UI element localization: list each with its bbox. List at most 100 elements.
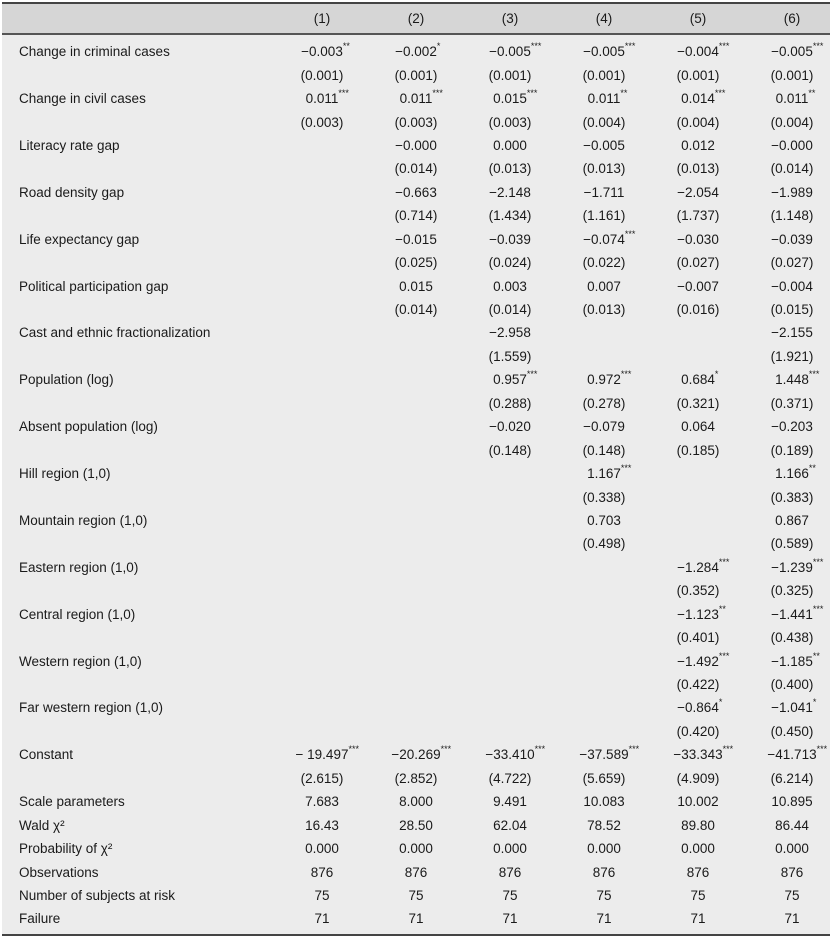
coefficient-value: −0.005	[583, 137, 625, 153]
significance-stars: ***	[526, 369, 538, 380]
coefficient-value: 1.167	[587, 466, 621, 482]
coefficient-cell: −0.020	[463, 415, 557, 438]
coefficient-cell: 0.064	[651, 415, 745, 438]
statistic-value: 876	[686, 864, 710, 880]
standard-error-cell	[463, 626, 557, 649]
significance-stars: **	[812, 650, 820, 661]
regression-table: (1) (2) (3) (4) (5) (6) Change in criminal ca…	[2, 4, 830, 931]
coefficient-cell	[369, 556, 463, 579]
column-header: (6)	[783, 11, 801, 26]
statistic-row: Observations 876 876 876 876 876 876	[2, 860, 830, 883]
statistic-value: 71	[314, 911, 330, 927]
coefficient-cell: −0.005	[557, 134, 651, 157]
standard-error-cell	[275, 532, 369, 555]
standard-error-row: (0.288) (0.278) (0.321) (0.371)	[2, 392, 830, 415]
significance-stars: ***	[718, 41, 730, 52]
variable-label: Change in civil cases	[19, 91, 146, 107]
header-blank	[2, 4, 275, 34]
standard-error-cell: (0.450)	[770, 723, 814, 739]
significance-stars: ***	[722, 744, 734, 755]
coefficient-value: −1.989	[771, 184, 813, 200]
coefficient-value: 0.684	[681, 372, 715, 388]
variable-label: Hill region (1,0)	[19, 466, 111, 482]
statistic-value: 0.000	[587, 841, 621, 857]
coefficient-value: 0.000	[493, 137, 527, 153]
coefficient-cell: −1.711	[557, 181, 651, 204]
standard-error-cell	[651, 485, 745, 508]
significance-stars: **	[620, 88, 628, 99]
coefficient-value: −1.123	[677, 606, 719, 622]
standard-error-row: (0.352) (0.325)	[2, 579, 830, 602]
coefficient-cell	[275, 368, 369, 391]
statistic-value: 876	[780, 864, 804, 880]
coefficient-cell	[275, 274, 369, 297]
coefficient-value: −1.041	[771, 700, 813, 716]
standard-error-cell	[275, 251, 369, 274]
coefficient-cell: −1.185 **	[745, 649, 830, 672]
statistic-label: Scale parameters	[19, 794, 125, 810]
coefficient-value: −0.003	[301, 44, 343, 60]
standard-error-cell	[275, 345, 369, 368]
standard-error-cell	[463, 720, 557, 743]
standard-error-cell: (0.001)	[770, 67, 814, 83]
standard-error-cell: (0.016)	[676, 302, 720, 318]
statistic-value: 75	[690, 887, 706, 903]
column-header: (1)	[313, 11, 331, 26]
significance-stars: ***	[718, 556, 730, 567]
coefficient-cell	[557, 603, 651, 626]
coefficient-cell: 0.867	[745, 509, 830, 532]
standard-error-cell	[369, 392, 463, 415]
coefficient-cell: 0.703	[557, 509, 651, 532]
coefficient-cell: −2.148	[463, 181, 557, 204]
coefficient-cell	[275, 649, 369, 672]
coefficient-value: −2.155	[771, 325, 813, 341]
significance-stars: ***	[718, 650, 730, 661]
coefficient-value: 0.014	[681, 91, 715, 107]
variable-label: Constant	[19, 747, 74, 763]
standard-error-cell	[651, 345, 745, 368]
coefficient-cell	[369, 462, 463, 485]
standard-error-cell: (0.027)	[770, 255, 814, 271]
coefficient-cell: 0.000	[463, 134, 557, 157]
column-header: (5)	[689, 11, 707, 26]
standard-error-cell: (0.003)	[300, 114, 344, 130]
statistic-row: Number of subjects at risk 75 75 75 75 75 75	[2, 884, 830, 907]
coefficient-value: −0.074	[583, 231, 625, 247]
statistic-value: 0.000	[775, 841, 809, 857]
coefficient-cell: −0.007	[651, 274, 745, 297]
coefficient-value: 0.015	[399, 278, 433, 294]
standard-error-row: (0.003) (0.003) (0.003) (0.004) (0.004) (0.00…	[2, 110, 830, 133]
coefficient-value: −0.039	[771, 231, 813, 247]
standard-error-cell	[557, 579, 651, 602]
coefficient-cell: 1.167 ***	[557, 462, 651, 485]
significance-stars: ***	[812, 41, 824, 52]
coefficient-row: Change in civil cases 0.011 *** 0.011 *** 0.0…	[2, 87, 830, 110]
variable-label: Road density gap	[19, 184, 125, 200]
coefficient-row: Literacy rate gap −0.000 0.000 −0.005 0.012 −…	[2, 134, 830, 157]
variable-label: Western region (1,0)	[19, 653, 142, 669]
coefficient-cell	[369, 509, 463, 532]
coefficient-value: − 19.497	[295, 747, 349, 763]
statistic-row: Failure 71 71 71 71 71 71	[2, 907, 830, 930]
statistic-value: 75	[502, 887, 518, 903]
standard-error-cell: (0.004)	[582, 114, 626, 130]
standard-error-cell: (0.498)	[582, 536, 626, 552]
coefficient-row: Constant − 19.497 *** −20.269 *** −33.410 *** −…	[2, 743, 830, 766]
standard-error-cell	[275, 438, 369, 461]
standard-error-cell: (0.024)	[488, 255, 532, 271]
coefficient-cell	[463, 556, 557, 579]
standard-error-cell: (0.420)	[676, 723, 720, 739]
variable-label: Central region (1,0)	[19, 606, 136, 622]
statistic-value: 75	[784, 887, 800, 903]
coefficient-cell: −41.713 ***	[745, 743, 830, 766]
standard-error-cell	[275, 485, 369, 508]
coefficient-row: Mountain region (1,0) 0.703 0.867	[2, 509, 830, 532]
coefficient-cell	[463, 603, 557, 626]
coefficient-cell	[651, 321, 745, 344]
coefficient-value: 0.972	[587, 372, 621, 388]
standard-error-cell	[369, 532, 463, 555]
coefficient-cell	[275, 181, 369, 204]
significance-stars: ***	[620, 369, 632, 380]
standard-error-cell: (1.559)	[488, 348, 532, 364]
coefficient-cell: −1.989	[745, 181, 830, 204]
